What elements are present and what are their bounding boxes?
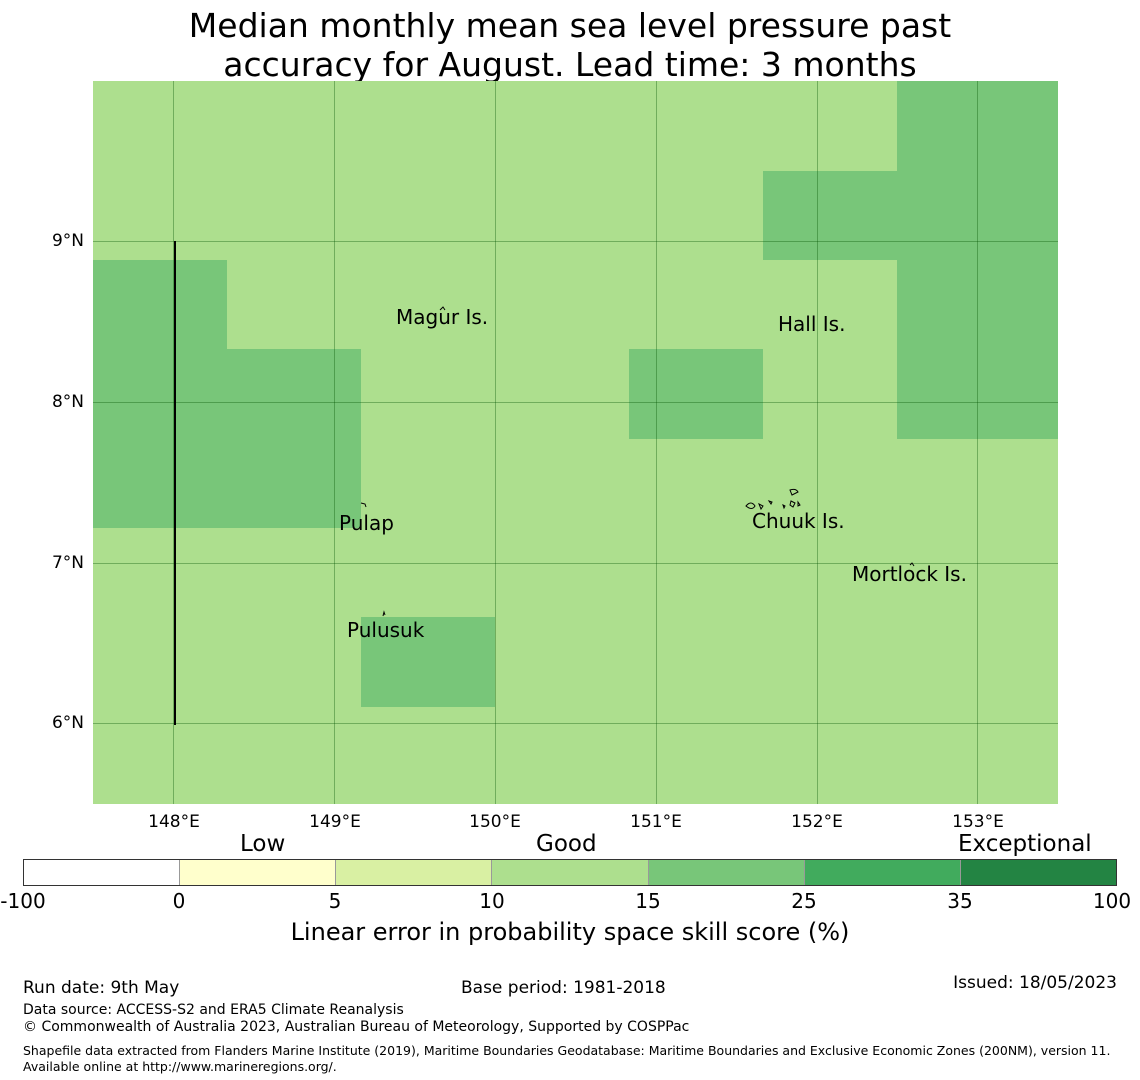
lon-tick: 151°E [630, 812, 682, 832]
colorbar-tick: 5 [328, 889, 342, 913]
place-label-hall: Hall Is. [778, 312, 846, 336]
base-period: Base period: 1981-2018 [461, 978, 666, 998]
run-date: Run date: 9th May [23, 978, 180, 998]
colorbar-tick: 35 [947, 889, 973, 913]
colorbar-segment [804, 860, 961, 885]
colorbar-title: Linear error in probability space skill … [290, 918, 850, 946]
colorbar-tick: 25 [791, 889, 817, 913]
colorbar-tick: 10 [479, 889, 505, 913]
lon-tick: 148°E [148, 812, 200, 832]
meridian [656, 81, 657, 804]
colorbar-tick: 15 [635, 889, 661, 913]
skill-cell [361, 617, 495, 707]
colorbar-segment [960, 860, 1116, 885]
place-label-pulap: Pulap [339, 511, 394, 535]
skill-cell [93, 260, 227, 528]
colorbar-tick: -100 [0, 889, 46, 913]
skill-cell [763, 171, 897, 260]
skill-cell [897, 81, 1058, 439]
parallel [93, 241, 1058, 242]
lat-tick: 6°N [51, 713, 84, 733]
parallel [93, 402, 1058, 403]
copyright: © Commonwealth of Australia 2023, Austra… [23, 1019, 690, 1035]
lat-tick: 7°N [51, 553, 84, 573]
skill-cell [227, 349, 361, 528]
meridian [817, 81, 818, 804]
lon-tick: 149°E [309, 812, 361, 832]
skill-cell [629, 349, 763, 439]
island-outlines [360, 306, 915, 617]
lat-tick: 8°N [51, 392, 84, 412]
place-label-pulusuk: Pulusuk [347, 618, 425, 642]
place-label-mortlock: Mortlock Is. [852, 562, 967, 586]
meridian [173, 81, 174, 804]
parallel [93, 563, 1058, 564]
colorbar-segment [492, 860, 649, 885]
lat-tick: 9°N [51, 231, 84, 251]
data-source: Data source: ACCESS-S2 and ERA5 Climate … [23, 1002, 404, 1018]
band-label-exceptional: Exceptional [958, 831, 1092, 857]
lon-tick: 153°E [952, 812, 1004, 832]
place-label-chuuk: Chuuk Is. [752, 509, 845, 533]
meridian [495, 81, 496, 804]
map-title: Median monthly mean sea level pressure p… [0, 6, 1140, 84]
colorbar-segment [336, 860, 493, 885]
band-label-low: Low [240, 831, 286, 857]
shapefile-credit: Shapefile data extracted from Flanders M… [23, 1043, 1111, 1074]
parallel [93, 723, 1058, 724]
issued-date: Issued: 18/05/2023 [953, 973, 1117, 993]
colorbar-segment [24, 860, 181, 885]
title-line-1: Median monthly mean sea level pressure p… [188, 6, 952, 45]
meridian [977, 81, 978, 804]
colorbar [23, 859, 1117, 886]
maritime-boundary-line [174, 241, 176, 725]
colorbar-tick: 0 [172, 889, 186, 913]
skill-map: Magur Is. Hall Is. Pulap Chuuk Is. Mortl… [93, 81, 1058, 804]
band-label-good: Good [536, 831, 597, 857]
colorbar-segment [180, 860, 337, 885]
title-line-2: accuracy for August. Lead time: 3 months [223, 45, 917, 84]
lon-tick: 150°E [469, 812, 521, 832]
colorbar-segment [648, 860, 805, 885]
colorbar-tick: 100 [1092, 889, 1132, 913]
meridian [334, 81, 335, 804]
place-label-magur: Magur Is. [396, 305, 489, 329]
lon-tick: 152°E [791, 812, 843, 832]
